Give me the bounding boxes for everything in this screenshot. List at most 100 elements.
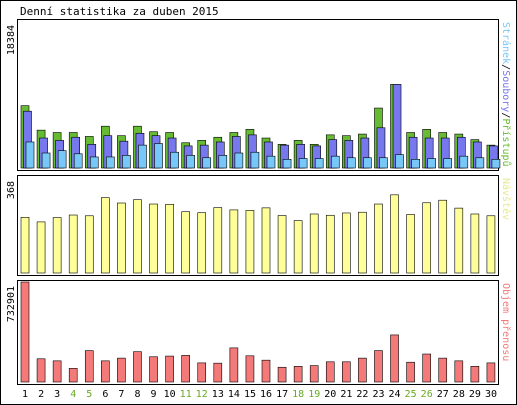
- x-tick-label-day-27: 27: [437, 389, 449, 400]
- x-tick-label-day-9: 9: [151, 389, 157, 400]
- bar-návštěv-day-24: [391, 195, 399, 273]
- x-tick-label-day-28: 28: [453, 389, 465, 400]
- chart-title: Denní statistika za duben 2015: [20, 5, 219, 18]
- bar-stránek-day-30: [492, 159, 500, 168]
- y-axis-max-label: 368: [6, 181, 17, 199]
- bar-stránek-day-27: [444, 159, 452, 168]
- series-legend: Návštěv: [500, 178, 512, 220]
- bar-stránek-day-21: [347, 158, 355, 168]
- x-tick-label-day-5: 5: [86, 389, 92, 400]
- legend-part-1: Objem přenosu: [500, 283, 512, 361]
- x-tick-label-day-24: 24: [389, 389, 401, 400]
- bar-stránek-day-9: [155, 144, 163, 168]
- x-tick-label-day-23: 23: [372, 389, 384, 400]
- bar-stránek-day-19: [315, 159, 323, 168]
- bar-stránek-day-12: [203, 158, 211, 168]
- bar-návštěv-day-2: [37, 222, 45, 273]
- bar-objem-přenosu-day-25: [407, 362, 415, 382]
- bar-návštěv-day-12: [198, 213, 206, 273]
- bar-objem-přenosu-day-5: [85, 351, 93, 382]
- bar-objem-přenosu-day-9: [150, 357, 158, 382]
- bar-návštěv-day-7: [117, 203, 125, 273]
- bar-návštěv-day-13: [214, 208, 222, 273]
- x-tick-label-day-7: 7: [118, 389, 124, 400]
- bar-stránek-day-28: [460, 156, 468, 168]
- bar-objem-přenosu-day-29: [471, 366, 479, 382]
- x-tick-label-day-22: 22: [356, 389, 368, 400]
- series-legend: Stránek/Soubory/Přístupů: [500, 22, 512, 167]
- bar-návštěv-day-8: [133, 200, 141, 273]
- bar-objem-přenosu-day-14: [230, 348, 238, 382]
- x-tick-label-day-14: 14: [228, 389, 240, 400]
- bar-návštěv-day-23: [374, 204, 382, 273]
- bar-návštěv-day-17: [278, 216, 286, 273]
- x-tick-label-day-18: 18: [292, 389, 304, 400]
- bar-stránek-day-16: [267, 156, 275, 168]
- bar-stránek-day-29: [476, 158, 484, 168]
- bar-objem-přenosu-day-15: [246, 356, 254, 382]
- bar-objem-přenosu-day-27: [439, 358, 447, 382]
- bar-objem-přenosu-day-10: [166, 356, 174, 382]
- bar-návštěv-day-6: [101, 198, 109, 273]
- bar-objem-přenosu-day-13: [214, 363, 222, 382]
- x-tick-label-day-25: 25: [405, 389, 417, 400]
- x-tick-label-day-13: 13: [212, 389, 224, 400]
- bar-návštěv-day-28: [455, 208, 463, 273]
- bar-stránek-day-13: [219, 155, 227, 168]
- bar-objem-přenosu-day-19: [310, 366, 318, 382]
- bar-objem-přenosu-day-22: [358, 358, 366, 382]
- bar-stránek-day-6: [106, 157, 114, 168]
- bar-objem-přenosu-day-16: [262, 360, 270, 382]
- x-tick-label-day-16: 16: [260, 389, 272, 400]
- bar-stránek-day-20: [331, 156, 339, 168]
- bar-objem-přenosu-day-21: [342, 362, 350, 382]
- bar-objem-přenosu-day-20: [326, 362, 334, 382]
- x-tick-label-day-1: 1: [22, 389, 28, 400]
- legend-part-1: Stránek: [500, 22, 512, 64]
- bar-objem-přenosu-day-1: [21, 282, 29, 382]
- legend-part-3: Soubory: [500, 70, 511, 112]
- bar-objem-přenosu-day-7: [117, 358, 125, 382]
- bar-stránek-day-26: [428, 159, 436, 168]
- panel-3: 732901 Objem přenosu: [6, 281, 512, 385]
- bar-stránek-day-11: [187, 155, 195, 168]
- bar-objem-přenosu-day-23: [374, 351, 382, 382]
- bar-stránek-day-23: [379, 158, 387, 168]
- x-tick-label-day-11: 11: [180, 389, 192, 400]
- bar-stránek-day-22: [363, 158, 371, 168]
- panel-2: 368 Návštěv: [6, 176, 512, 276]
- bar-stránek-day-2: [42, 153, 50, 168]
- bar-objem-přenosu-day-30: [487, 363, 495, 382]
- x-tick-label-day-29: 29: [469, 389, 481, 400]
- bar-objem-přenosu-day-18: [294, 366, 302, 382]
- y-axis-max-label: 18384: [6, 25, 17, 55]
- legend-part-5: Přístupů: [500, 118, 512, 166]
- bar-návštěv-day-21: [342, 213, 350, 273]
- x-tick-label-day-8: 8: [134, 389, 140, 400]
- x-tick-label-day-17: 17: [276, 389, 288, 400]
- bar-stránek-day-18: [299, 159, 307, 168]
- bar-stránek-day-5: [90, 157, 98, 168]
- bar-stránek-day-10: [171, 152, 179, 168]
- bar-návštěv-day-15: [246, 210, 254, 273]
- bar-objem-přenosu-day-28: [455, 361, 463, 382]
- bar-stránek-day-7: [122, 155, 130, 168]
- bar-návštěv-day-5: [85, 216, 93, 273]
- series-legend: Objem přenosu: [500, 283, 512, 361]
- bar-návštěv-day-4: [69, 215, 77, 273]
- bar-stránek-day-15: [251, 152, 259, 168]
- bar-návštěv-day-10: [166, 204, 174, 273]
- panels-layer: 18384 Stránek/Soubory/Přístupů 368 Návštěv 7…: [6, 20, 512, 385]
- bar-stránek-day-14: [235, 153, 243, 168]
- bar-objem-přenosu-day-11: [182, 355, 190, 382]
- x-tick-label-day-6: 6: [102, 389, 108, 400]
- bar-objem-přenosu-day-24: [391, 335, 399, 382]
- bar-objem-přenosu-day-6: [101, 361, 109, 382]
- bar-návštěv-day-16: [262, 208, 270, 273]
- x-tick-label-day-10: 10: [164, 389, 176, 400]
- bar-objem-přenosu-day-4: [69, 368, 77, 382]
- bar-stránek-day-4: [74, 154, 82, 168]
- bar-návštěv-day-3: [53, 218, 61, 273]
- bar-návštěv-day-1: [21, 217, 29, 273]
- x-tick-label-day-15: 15: [244, 389, 256, 400]
